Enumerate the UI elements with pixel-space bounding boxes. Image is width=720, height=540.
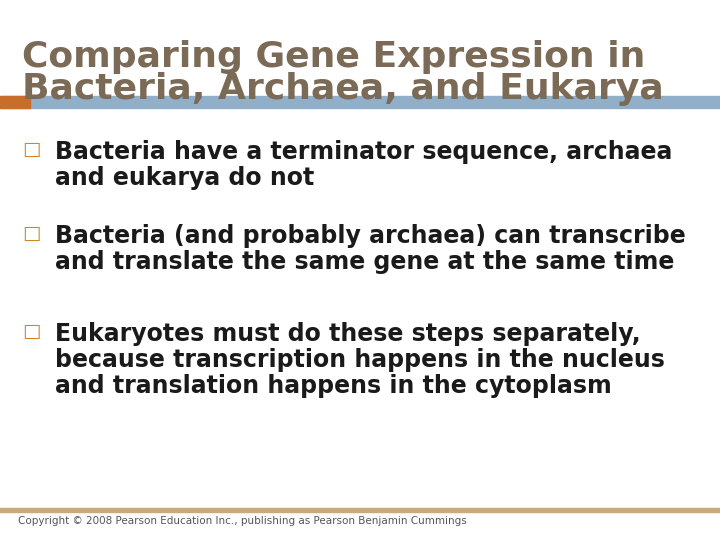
Text: and translation happens in the cytoplasm: and translation happens in the cytoplasm bbox=[55, 374, 612, 398]
Text: Bacteria have a terminator sequence, archaea: Bacteria have a terminator sequence, arc… bbox=[55, 140, 672, 164]
Text: Bacteria (and probably archaea) can transcribe: Bacteria (and probably archaea) can tran… bbox=[55, 224, 685, 248]
Text: Copyright © 2008 Pearson Education Inc., publishing as Pearson Benjamin Cummings: Copyright © 2008 Pearson Education Inc.,… bbox=[18, 516, 467, 526]
Text: □: □ bbox=[22, 224, 40, 243]
Text: □: □ bbox=[22, 322, 40, 341]
Text: Eukaryotes must do these steps separately,: Eukaryotes must do these steps separatel… bbox=[55, 322, 641, 346]
Text: because transcription happens in the nucleus: because transcription happens in the nuc… bbox=[55, 348, 665, 372]
Text: Comparing Gene Expression in: Comparing Gene Expression in bbox=[22, 40, 645, 74]
Bar bbox=[0, 96, 30, 108]
Bar bbox=[0, 508, 720, 512]
Text: Bacteria, Archaea, and Eukarya: Bacteria, Archaea, and Eukarya bbox=[22, 72, 664, 106]
Text: and eukarya do not: and eukarya do not bbox=[55, 166, 314, 190]
Text: □: □ bbox=[22, 140, 40, 159]
Text: and translate the same gene at the same time: and translate the same gene at the same … bbox=[55, 250, 675, 274]
Bar bbox=[0, 96, 720, 108]
